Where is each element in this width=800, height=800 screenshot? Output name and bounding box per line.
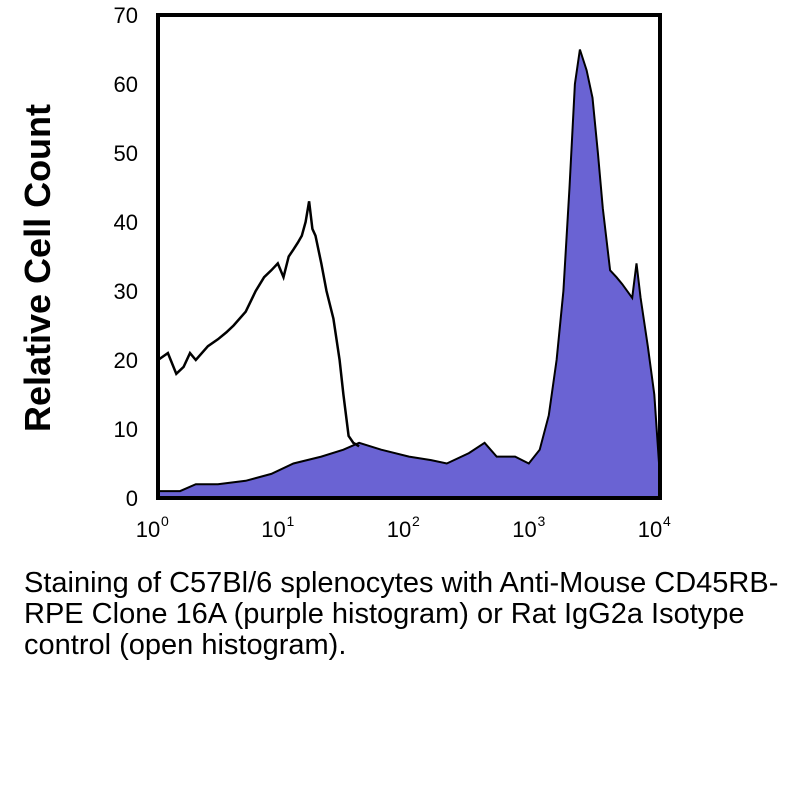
open-histogram-series <box>157 201 360 448</box>
y-tick-label: 50 <box>114 141 138 166</box>
y-axis-ticks: 0 10 20 30 40 50 60 70 <box>114 3 138 511</box>
figure-caption: Staining of C57Bl/6 splenocytes with Ant… <box>24 567 779 661</box>
svg-text:2: 2 <box>412 513 420 529</box>
x-tick-label: 10 2 <box>387 513 420 542</box>
svg-text:10: 10 <box>512 517 536 542</box>
y-tick-label: 70 <box>114 3 138 28</box>
plot-area <box>156 13 662 500</box>
x-tick-label: 10 0 <box>136 513 169 542</box>
svg-text:10: 10 <box>136 517 160 542</box>
x-tick-label: 10 3 <box>512 513 545 542</box>
y-tick-label: 30 <box>114 279 138 304</box>
svg-text:3: 3 <box>538 513 546 529</box>
plot-frame <box>156 13 662 500</box>
svg-text:1: 1 <box>287 513 295 529</box>
x-tick-label: 10 4 <box>638 513 671 542</box>
svg-text:10: 10 <box>261 517 285 542</box>
y-tick-label: 20 <box>114 348 138 373</box>
svg-text:10: 10 <box>638 517 662 542</box>
y-axis-label: Relative Cell Count <box>17 104 58 432</box>
svg-text:4: 4 <box>663 513 671 529</box>
x-axis-ticks: 10 0 10 1 10 2 10 3 10 4 <box>136 513 671 542</box>
y-tick-label: 60 <box>114 72 138 97</box>
y-tick-label: 10 <box>114 417 138 442</box>
y-tick-label: 0 <box>126 486 138 511</box>
svg-text:10: 10 <box>387 517 411 542</box>
y-tick-label: 40 <box>114 210 138 235</box>
x-tick-label: 10 1 <box>261 513 294 542</box>
filled-histogram-series <box>157 49 661 499</box>
svg-text:0: 0 <box>161 513 169 529</box>
